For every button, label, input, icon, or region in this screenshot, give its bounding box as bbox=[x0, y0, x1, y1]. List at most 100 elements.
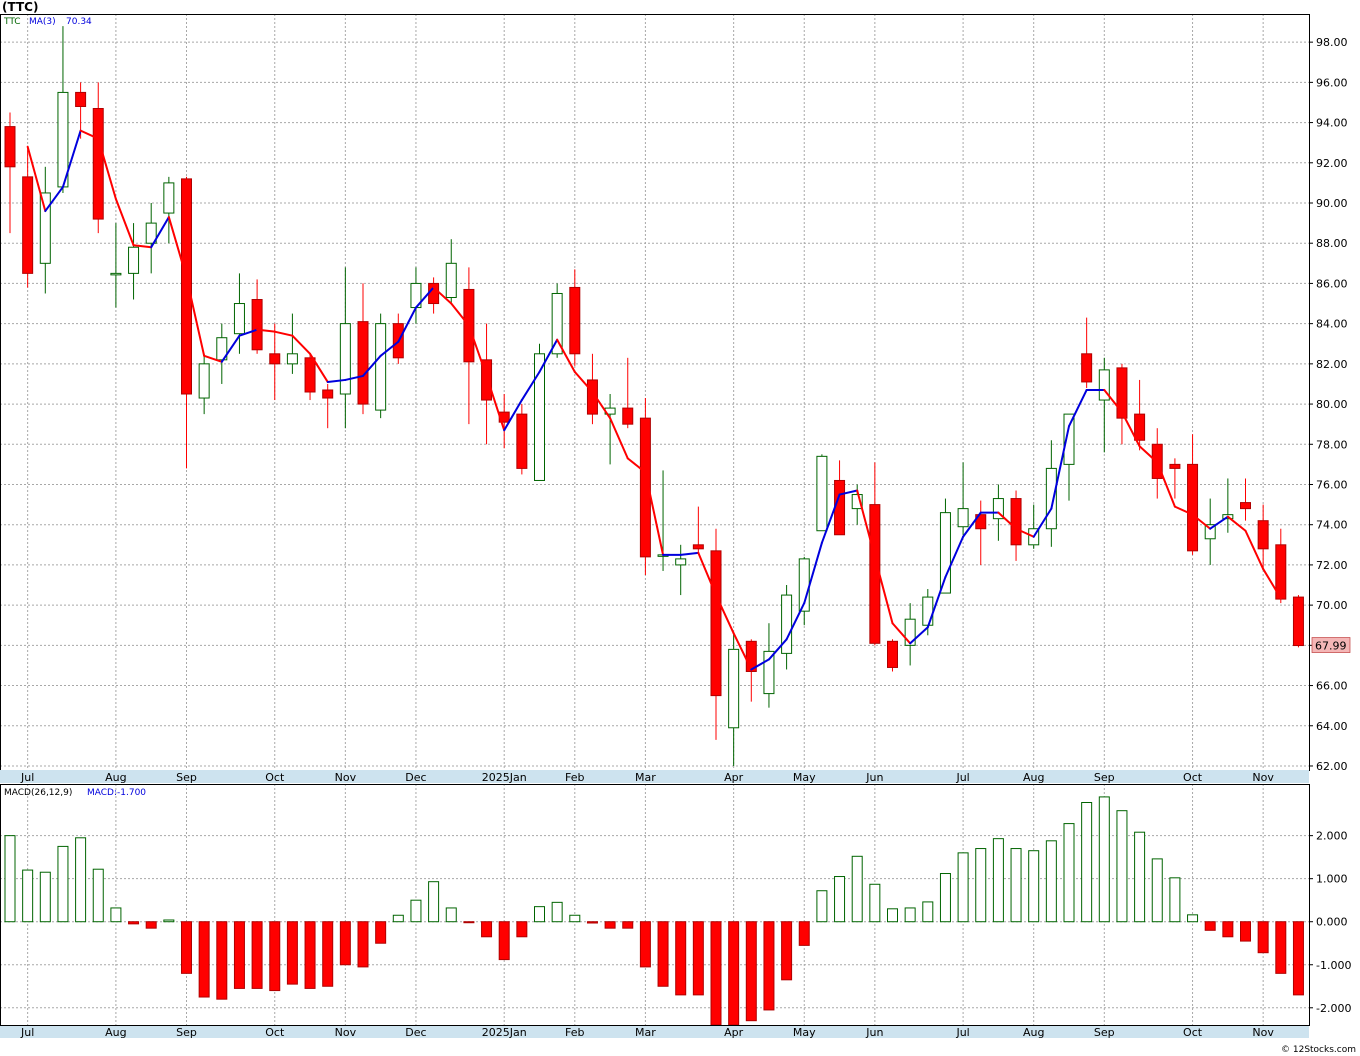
price-x-tick-label: Oct bbox=[265, 771, 285, 784]
ma3-segment bbox=[79, 129, 100, 140]
price-legend-ma-label: MA(3) bbox=[29, 17, 56, 27]
price-x-tick-label: Aug bbox=[1023, 771, 1044, 784]
macd-x-tick-label: Sep bbox=[176, 1026, 197, 1039]
price-x-tick-label: Apr bbox=[724, 771, 744, 784]
ma3-segment bbox=[238, 328, 259, 337]
price-y-tick-label: 84.00 bbox=[1316, 318, 1348, 331]
price-x-tick-label: Jul bbox=[955, 771, 969, 784]
macd-bar-negative bbox=[763, 921, 775, 1011]
macd-bar-positive bbox=[1169, 877, 1181, 923]
macd-x-tick-label: Oct bbox=[1183, 1026, 1203, 1039]
ma3-segment bbox=[732, 632, 753, 671]
price-y-tick-label: 80.00 bbox=[1316, 398, 1348, 411]
candle-body-down bbox=[357, 321, 369, 405]
price-y-tick-label: 86.00 bbox=[1316, 277, 1348, 290]
ma3-segment bbox=[1244, 529, 1265, 570]
price-y-tick-label: 78.00 bbox=[1316, 438, 1348, 451]
candle-body-up bbox=[957, 508, 969, 528]
macd-x-tick-label: Sep bbox=[1094, 1026, 1115, 1039]
ma3-segment bbox=[414, 286, 435, 309]
ma3-segment bbox=[1173, 505, 1194, 516]
macd-x-axis: Jul Aug Sep Oct Nov Dec 2025Jan Feb Mar Apr May Jun… bbox=[20, 1026, 1274, 1039]
macd-bar-negative bbox=[781, 921, 793, 981]
price-y-tick-label: 70.00 bbox=[1316, 599, 1348, 612]
macd-bar-negative bbox=[516, 921, 528, 938]
macd-bar-negative bbox=[498, 921, 510, 961]
last-price-tag-box bbox=[1311, 637, 1351, 653]
price-x-tick-label: Dec bbox=[405, 771, 426, 784]
macd-bar-positive bbox=[1028, 850, 1040, 923]
ma3-segment bbox=[97, 137, 117, 200]
macd-bar-positive bbox=[887, 908, 898, 923]
price-x-tick-label: May bbox=[793, 771, 816, 784]
candle-body-down bbox=[92, 108, 104, 220]
candle-body-up bbox=[728, 648, 740, 729]
ma3-segment bbox=[150, 216, 170, 249]
ma3-segment bbox=[997, 511, 1018, 530]
macd-bar-positive bbox=[816, 890, 828, 923]
macd-bar-negative bbox=[322, 921, 334, 987]
ma3-segment bbox=[203, 354, 223, 363]
macd-bar-positive bbox=[922, 901, 934, 923]
macd-x-tick-label: Feb bbox=[565, 1026, 584, 1039]
macd-bar-negative bbox=[1222, 921, 1234, 938]
macd-bar-positive bbox=[428, 881, 440, 923]
macd-y-tick-label: -1.000 bbox=[1316, 959, 1351, 972]
watermark: © 12Stocks.com bbox=[1281, 1045, 1356, 1055]
macd-bar-positive bbox=[1045, 840, 1057, 923]
macd-y-tick-label: 1.000 bbox=[1316, 873, 1348, 886]
last-price-tag-label: 67.99 bbox=[1315, 640, 1347, 653]
macd-bar-negative bbox=[251, 921, 263, 989]
macd-y-tick-label: -2.000 bbox=[1316, 1002, 1351, 1015]
macd-plot-area bbox=[0, 784, 1309, 1025]
price-y-tick-label: 76.00 bbox=[1316, 478, 1348, 491]
macd-bar-negative bbox=[463, 921, 475, 924]
candle-body-up bbox=[1098, 369, 1110, 401]
price-x-tick-label: Sep bbox=[176, 771, 197, 784]
macd-bar-positive bbox=[1151, 858, 1163, 923]
ma3-segment bbox=[1226, 515, 1247, 532]
ma3-segment bbox=[1015, 527, 1035, 538]
macd-bar-positive bbox=[869, 883, 881, 923]
ma3-segment bbox=[256, 328, 276, 333]
macd-x-axis-band bbox=[0, 1026, 1309, 1038]
price-x-tick-label: 2025Jan bbox=[482, 771, 527, 784]
price-x-axis-band bbox=[0, 770, 1309, 783]
candle-body-down bbox=[1187, 463, 1199, 552]
ma3-segment bbox=[591, 391, 612, 420]
macd-bar-positive bbox=[957, 852, 969, 923]
candle-body-down bbox=[569, 286, 581, 355]
price-y-axis: 62.0064.0066.0068.0070.0072.0074.0076.00… bbox=[1309, 36, 1348, 773]
candle-body-up bbox=[145, 222, 157, 244]
candle-body-up bbox=[1063, 413, 1075, 465]
ma3-segment bbox=[538, 338, 559, 373]
candle-body-down bbox=[1240, 502, 1251, 510]
candle-body-down bbox=[1081, 353, 1093, 383]
macd-bar-positive bbox=[551, 901, 563, 923]
macd-x-tick-label: Mar bbox=[635, 1026, 656, 1039]
candle-body-up bbox=[110, 272, 122, 276]
macd-x-tick-label: Apr bbox=[724, 1026, 744, 1039]
macd-bar-positive bbox=[163, 919, 175, 923]
candle-body-down bbox=[304, 357, 316, 393]
macd-x-tick-label: Jul bbox=[955, 1026, 969, 1039]
candle-body-down bbox=[887, 640, 898, 668]
ma3-segment bbox=[856, 489, 876, 558]
candle-body-up bbox=[534, 353, 545, 481]
macd-bar-positive bbox=[834, 876, 846, 923]
macd-bar-positive bbox=[992, 838, 1004, 923]
macd-x-tick-label: May bbox=[793, 1026, 816, 1039]
macd-bar-positive bbox=[22, 869, 34, 923]
ma3-segment bbox=[767, 638, 788, 661]
ma3-segment bbox=[1209, 515, 1229, 530]
macd-bar-negative bbox=[233, 921, 245, 989]
macd-x-tick-label: Nov bbox=[1252, 1026, 1274, 1039]
macd-bar-positive bbox=[4, 835, 16, 923]
price-y-tick-label: 62.00 bbox=[1316, 760, 1348, 773]
macd-bar-negative bbox=[145, 921, 157, 929]
last-price-tag: 67.99 bbox=[1311, 637, 1351, 653]
macd-bar-negative bbox=[286, 921, 298, 985]
ma3-segment bbox=[909, 626, 929, 645]
macd-bar-negative bbox=[657, 921, 669, 987]
